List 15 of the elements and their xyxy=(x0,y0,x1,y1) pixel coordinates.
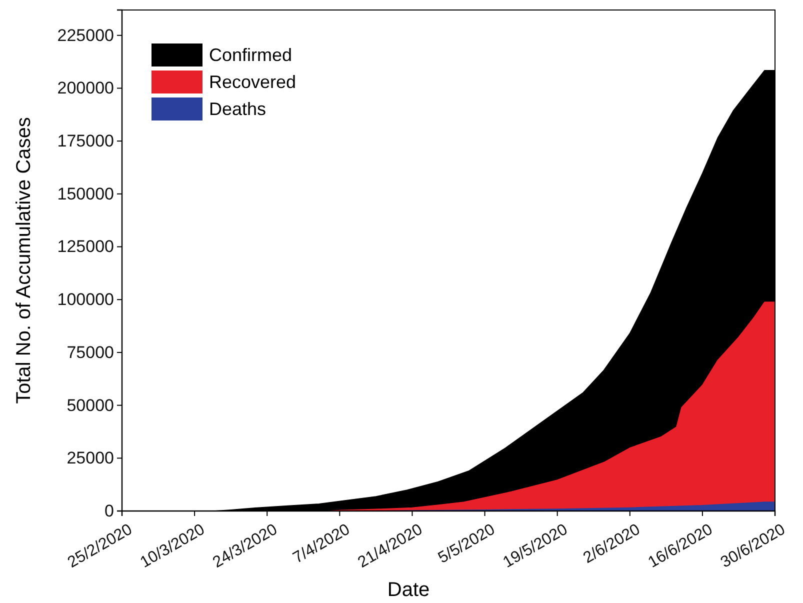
y-tick-label: 50000 xyxy=(66,396,114,415)
legend-label: Deaths xyxy=(209,99,266,119)
y-tick-label: 125000 xyxy=(57,237,114,256)
y-tick-label: 100000 xyxy=(57,290,114,310)
legend-label: Recovered xyxy=(209,72,296,92)
y-tick-label: 0 xyxy=(104,501,114,520)
y-axis-title: Total No. of Accumulative Cases xyxy=(13,117,35,404)
y-tick-label: 175000 xyxy=(57,132,114,151)
legend-label: Confirmed xyxy=(209,45,292,65)
y-tick-label: 150000 xyxy=(57,184,114,204)
x-axis-title: Date xyxy=(387,579,430,601)
y-tick-label: 25000 xyxy=(66,448,114,468)
y-tick-label: 75000 xyxy=(66,342,114,362)
y-tick-label: 200000 xyxy=(57,78,114,98)
y-tick-label: 225000 xyxy=(57,26,114,45)
